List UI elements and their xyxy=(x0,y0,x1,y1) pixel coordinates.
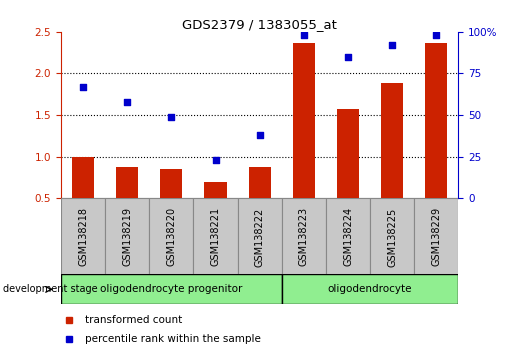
Text: GSM138218: GSM138218 xyxy=(78,207,88,266)
Point xyxy=(388,42,396,48)
Text: GSM138225: GSM138225 xyxy=(387,207,397,267)
Bar xyxy=(193,198,237,274)
Bar xyxy=(370,198,414,274)
Point xyxy=(344,54,352,59)
Bar xyxy=(116,167,138,198)
Text: GSM138220: GSM138220 xyxy=(166,207,176,267)
Bar xyxy=(61,274,282,304)
Title: GDS2379 / 1383055_at: GDS2379 / 1383055_at xyxy=(182,18,337,31)
Point xyxy=(79,84,87,90)
Bar xyxy=(105,198,149,274)
Text: oligodendrocyte: oligodendrocyte xyxy=(328,284,412,295)
Text: GSM138224: GSM138224 xyxy=(343,207,353,267)
Bar xyxy=(237,198,282,274)
Bar xyxy=(149,198,193,274)
Text: transformed count: transformed count xyxy=(85,315,182,325)
Text: GSM138223: GSM138223 xyxy=(299,207,309,267)
Text: GSM138229: GSM138229 xyxy=(431,207,441,267)
Point xyxy=(299,32,308,38)
Point xyxy=(123,99,131,104)
Bar xyxy=(414,198,458,274)
Text: GSM138221: GSM138221 xyxy=(210,207,220,267)
Point xyxy=(167,114,175,120)
Text: oligodendrocyte progenitor: oligodendrocyte progenitor xyxy=(100,284,243,295)
Point xyxy=(255,132,264,138)
Bar xyxy=(249,167,271,198)
Point xyxy=(432,32,440,38)
Bar xyxy=(425,43,447,198)
Text: GSM138222: GSM138222 xyxy=(255,207,264,267)
Text: development stage: development stage xyxy=(3,284,98,295)
Bar xyxy=(337,109,359,198)
Text: GSM138219: GSM138219 xyxy=(122,207,132,266)
Bar xyxy=(282,274,458,304)
Bar xyxy=(61,198,105,274)
Bar xyxy=(160,169,182,198)
Bar xyxy=(205,182,227,198)
Point xyxy=(211,157,220,163)
Bar xyxy=(293,43,315,198)
Bar xyxy=(326,198,370,274)
Bar xyxy=(381,84,403,198)
Bar xyxy=(282,198,326,274)
Bar xyxy=(72,156,94,198)
Text: percentile rank within the sample: percentile rank within the sample xyxy=(85,333,261,344)
